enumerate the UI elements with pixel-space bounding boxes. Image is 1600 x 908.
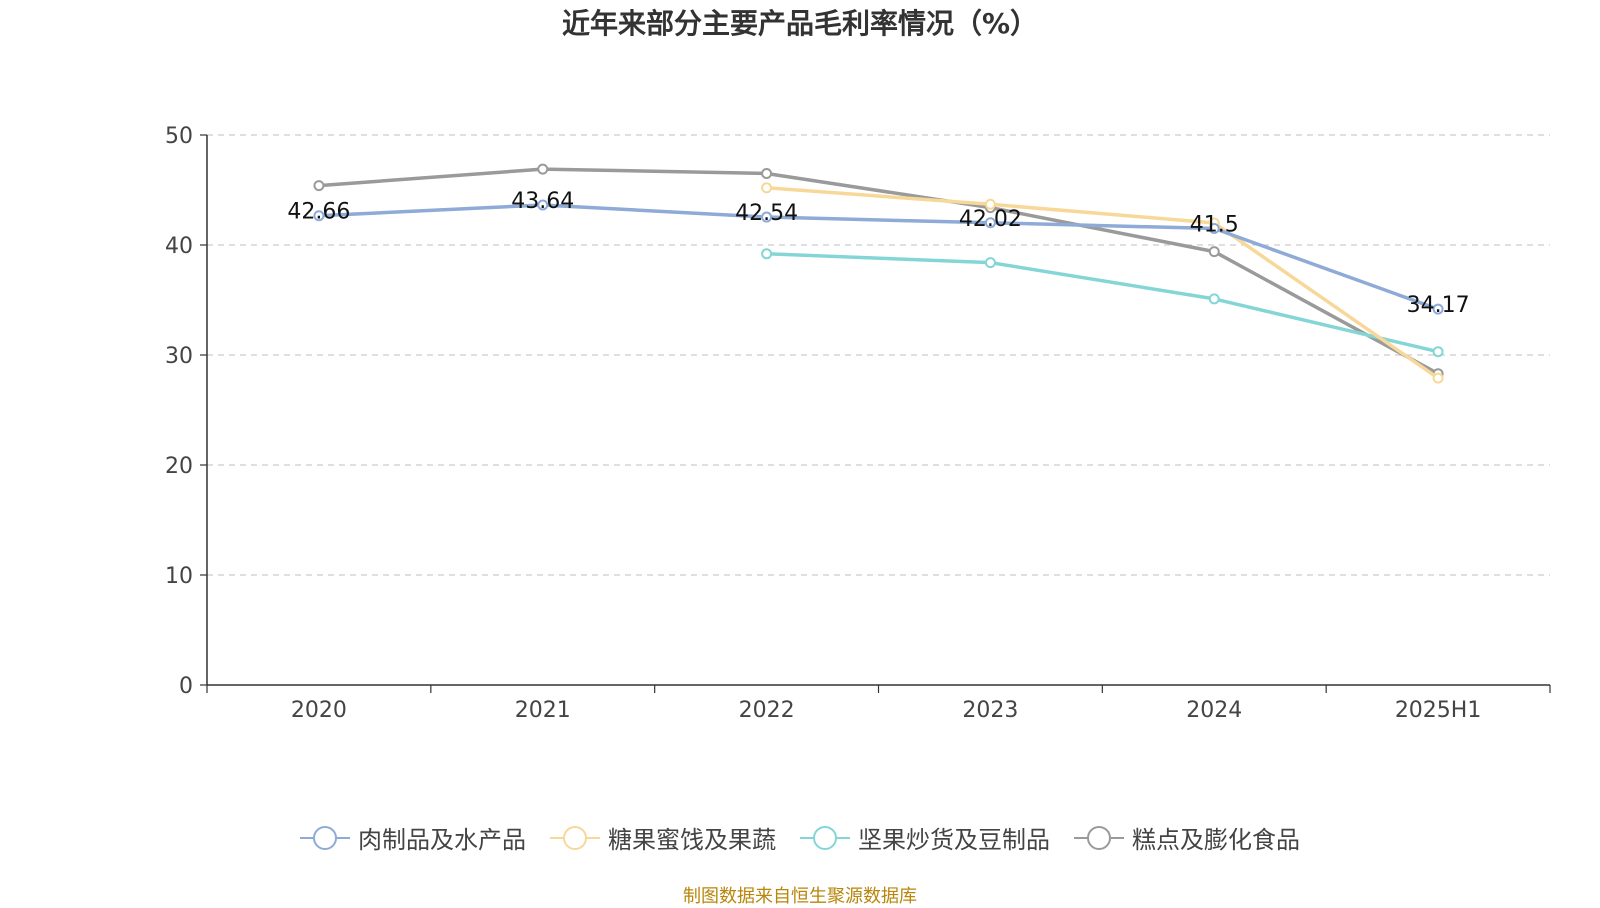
series-0-point-2020 <box>313 210 325 222</box>
series-0-point-2022 <box>761 211 773 223</box>
legend-item-3[interactable]: 糕点及膨化食品 <box>1074 820 1300 855</box>
data-label-0-2023: 42.02 <box>959 207 1022 232</box>
chart-legend: 肉制品及水产品 糖果蜜饯及果蔬 坚果炒货及豆制品 糕点及膨化食品 <box>0 820 1600 855</box>
series-3-point-2022 <box>761 168 773 179</box>
series-0-point-2021 <box>537 199 549 211</box>
series-0-point-2025H1 <box>1432 303 1444 315</box>
data-label-0-2020: 42.66 <box>287 200 350 225</box>
source-note: 制图数据来自恒生聚源数据库 <box>683 886 917 907</box>
series-line-3 <box>317 167 1440 376</box>
data-label-0-2022: 42.54 <box>735 201 798 226</box>
legend-marker-icon <box>800 825 850 851</box>
series-line-0 <box>317 203 1440 311</box>
data-label-0-2024: 41.5 <box>1190 213 1239 238</box>
x-tick-label-2023: 2023 <box>962 698 1018 723</box>
legend-item-0[interactable]: 肉制品及水产品 <box>300 820 526 855</box>
series-1-point-2025H1 <box>1432 372 1444 384</box>
legend-marker-circle <box>313 825 337 850</box>
series-2-point-2023 <box>984 257 996 269</box>
y-tick-label-40: 40 <box>165 234 193 259</box>
legend-marker-circle <box>1087 825 1111 850</box>
legend-label: 糕点及膨化食品 <box>1132 826 1300 854</box>
series-3-point-2024 <box>1208 246 1220 258</box>
line-chart-plot: 0 10 20 30 40 50 2020 2021 2022 2023 2024 2025H1 42.… <box>165 124 1551 723</box>
series-1-point-2023 <box>984 198 996 210</box>
x-tick-label-2024: 2024 <box>1186 698 1242 723</box>
x-tick-label-2020: 2020 <box>291 698 347 723</box>
series-0-point-2023 <box>984 217 996 229</box>
data-label-0-2025H1: 34.17 <box>1407 293 1470 318</box>
legend-marker-circle <box>813 825 837 850</box>
y-tick-label-30: 30 <box>165 344 193 369</box>
x-tick-label-2022: 2022 <box>739 698 795 723</box>
series-3-point-2021 <box>537 163 549 175</box>
series-line-2 <box>764 252 1440 354</box>
legend-label: 肉制品及水产品 <box>358 826 526 854</box>
legend-label: 坚果炒货及豆制品 <box>858 826 1050 854</box>
x-tick-label-2021: 2021 <box>515 698 571 723</box>
series-line-1 <box>764 186 1440 380</box>
legend-marker-icon <box>300 825 350 851</box>
series-2-point-2025H1 <box>1432 346 1444 358</box>
legend-marker-circle <box>563 825 587 850</box>
legend-marker-icon <box>550 825 600 851</box>
series-1-point-2022 <box>761 182 773 194</box>
legend-marker-icon <box>1074 825 1124 851</box>
y-tick-label-10: 10 <box>165 564 193 589</box>
series-0-point-2024 <box>1208 223 1220 234</box>
data-label-0-2021: 43.64 <box>511 189 574 214</box>
legend-item-2[interactable]: 坚果炒货及豆制品 <box>800 820 1050 855</box>
y-tick-label-50: 50 <box>165 124 193 149</box>
x-tick-label-2025H1: 2025H1 <box>1395 698 1482 723</box>
legend-label: 糖果蜜饯及果蔬 <box>608 826 776 854</box>
series-3-point-2020 <box>313 180 325 192</box>
y-tick-label-0: 0 <box>179 674 193 699</box>
y-tick-label-20: 20 <box>165 454 193 479</box>
legend-item-1[interactable]: 糖果蜜饯及果蔬 <box>550 820 776 855</box>
series-2-point-2022 <box>761 248 773 260</box>
chart-title: 近年来部分主要产品毛利率情况（%） <box>561 7 1039 40</box>
series-2-point-2024 <box>1208 293 1220 305</box>
